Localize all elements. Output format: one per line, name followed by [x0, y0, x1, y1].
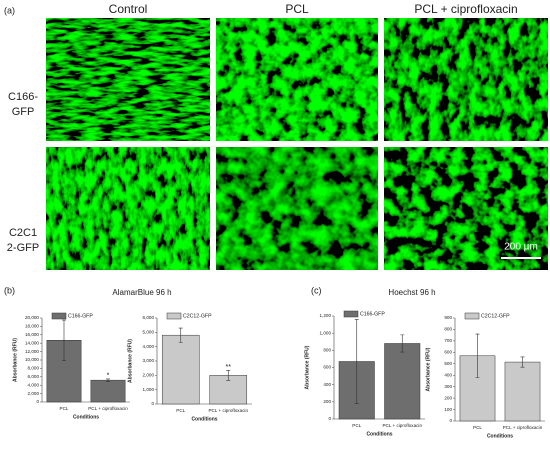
y-axis-label: Absorbance (RFU)	[304, 345, 310, 389]
y-tick-label: 0	[36, 399, 39, 404]
legend-swatch	[464, 312, 480, 320]
y-tick-label: 20,000	[25, 315, 39, 320]
error-bar	[62, 319, 66, 361]
y-tick-label: 600	[444, 350, 452, 355]
y-tick-label: 100	[444, 407, 452, 412]
column-header: PCL	[285, 2, 309, 16]
x-tick-label: PCL	[176, 408, 185, 413]
y-tick-label: 800	[323, 348, 331, 353]
x-axis-label: Conditions	[487, 433, 513, 439]
column-header: Control	[109, 2, 148, 16]
y-tick-label: 1,000	[320, 330, 332, 335]
bar	[161, 334, 200, 405]
y-tick-label: 12,000	[25, 349, 39, 354]
x-axis-label: Conditions	[366, 431, 392, 437]
column-header: PCL + ciprofloxacin	[414, 2, 517, 16]
panel-label: (b)	[4, 285, 15, 295]
legend-swatch	[51, 312, 67, 320]
micrographs	[46, 18, 548, 270]
y-tick-label: 5,000	[143, 330, 155, 335]
x-tick-label: PCL + ciprofloxacin	[88, 406, 128, 411]
y-tick-label: 3,000	[143, 358, 155, 363]
x-tick-label: PCL	[60, 406, 69, 411]
micrograph	[216, 147, 378, 270]
x-axis-label: Conditions	[73, 414, 99, 420]
panel-title: AlamarBlue 96 h	[112, 288, 171, 297]
y-tick-label: 400	[444, 372, 452, 377]
legend-swatch	[343, 310, 359, 318]
y-tick-label: 2,000	[143, 373, 155, 378]
panel-label: (c)	[311, 285, 322, 295]
y-tick-label: 4,000	[143, 344, 155, 349]
y-tick-label: 0	[151, 401, 154, 406]
y-tick-label: 400	[323, 382, 331, 387]
y-tick-label: 16,000	[25, 332, 39, 337]
error-bar	[400, 334, 405, 353]
row-label: C166-	[8, 91, 38, 103]
y-tick-label: 18,000	[25, 324, 39, 329]
y-tick-label: 1,200	[320, 313, 332, 318]
x-tick-label: PCL + ciprofloxacin	[208, 408, 248, 413]
y-tick-label: 2,000	[28, 391, 40, 396]
x-tick-label: PCL	[352, 423, 361, 428]
panel-label: (a)	[4, 5, 15, 15]
row-label: C2C1	[9, 227, 37, 239]
y-tick-label: 6,000	[143, 315, 155, 320]
y-tick-label: 600	[323, 365, 331, 370]
micrograph	[46, 147, 210, 270]
error-bar	[178, 327, 183, 343]
x-axis-label: Conditions	[191, 416, 217, 422]
y-tick-label: 700	[444, 338, 452, 343]
row-label: GFP	[12, 106, 35, 118]
y-tick-label: 14,000	[25, 340, 39, 345]
y-tick-label: 6,000	[28, 374, 40, 379]
y-axis-label: Absorbance (RFU)	[425, 347, 431, 391]
micrograph	[384, 147, 548, 270]
legend-label: C166-GFP	[360, 311, 385, 317]
x-tick-label: PCL + ciprofloxacin	[503, 425, 543, 430]
error-bar	[226, 370, 231, 381]
panel-title: Hoechst 96 h	[388, 288, 435, 297]
y-tick-label: 800	[444, 327, 452, 332]
y-tick-label: 300	[444, 384, 452, 389]
error-bar	[106, 378, 110, 382]
y-tick-label: 200	[444, 395, 452, 400]
y-tick-label: 900	[444, 315, 452, 320]
error-bar	[520, 356, 525, 368]
y-axis-label: Absorbance (RFU)	[127, 339, 133, 383]
significance: **	[226, 364, 232, 371]
micrograph	[216, 18, 378, 141]
bar	[90, 379, 126, 403]
y-tick-label: 0	[328, 416, 331, 421]
row-label: 2-GFP	[7, 242, 39, 254]
y-tick-label: 10,000	[25, 357, 39, 362]
significance: *	[107, 373, 110, 380]
legend-swatch	[166, 312, 182, 320]
x-tick-label: PCL	[473, 425, 482, 430]
y-tick-label: 500	[444, 361, 452, 366]
error-bar	[475, 333, 480, 378]
bar	[384, 343, 421, 420]
scale-bar-label: 200 µm	[504, 242, 538, 253]
y-tick-label: 200	[323, 399, 331, 404]
legend-label: C2C12-GFP	[481, 313, 510, 319]
micrograph	[46, 18, 210, 141]
legend-label: C166-GFP	[68, 313, 93, 319]
y-tick-label: 8,000	[28, 366, 40, 371]
y-tick-label: 4,000	[28, 382, 40, 387]
y-tick-label: 1,000	[143, 387, 155, 392]
bar	[504, 361, 541, 422]
error-bar	[354, 319, 359, 404]
y-tick-label: 0	[449, 418, 452, 423]
legend-label: C2C12-GFP	[183, 313, 212, 319]
x-tick-label: PCL + ciprofloxacin	[382, 423, 422, 428]
y-axis-label: Absorbance (RFU)	[12, 338, 18, 382]
micrograph	[384, 18, 548, 141]
